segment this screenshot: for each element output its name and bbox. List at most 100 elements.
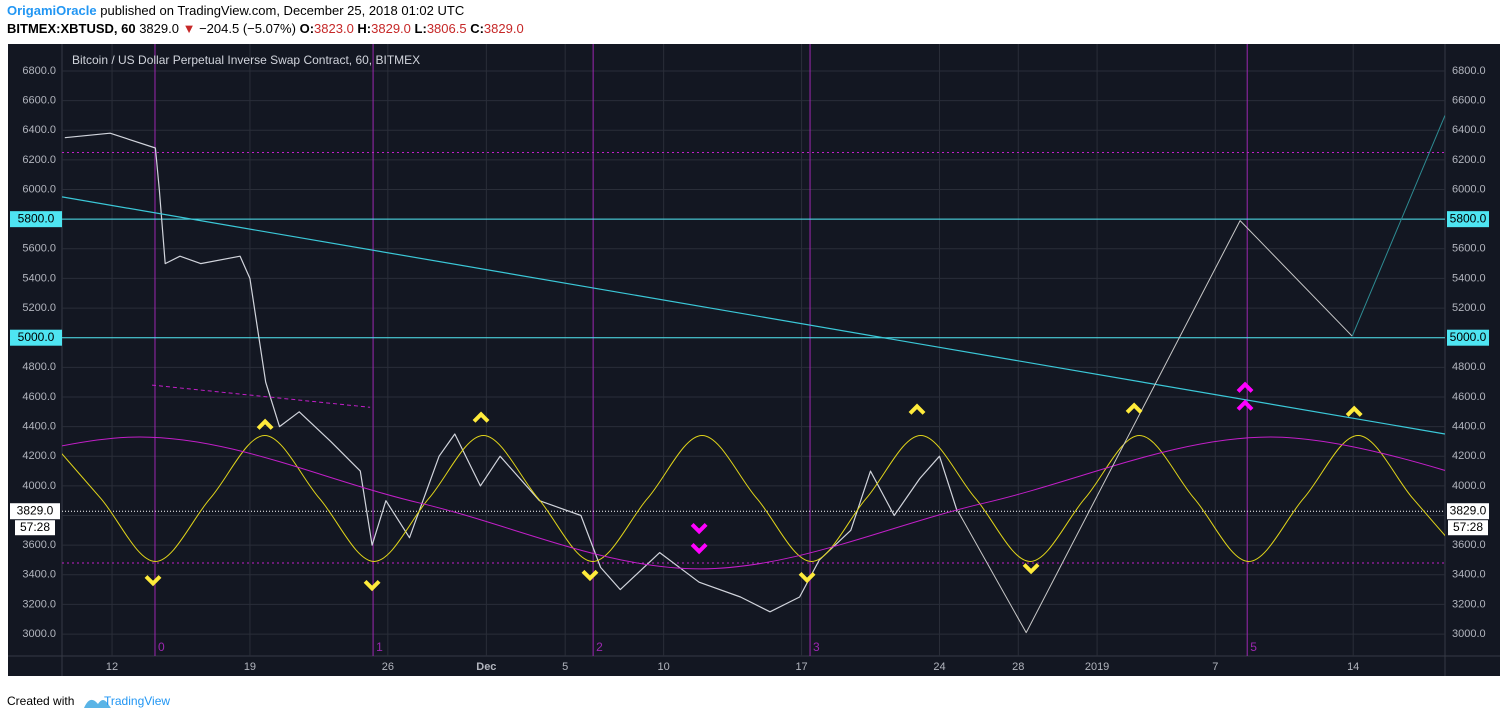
- header-line-2: BITMEX:XBTUSD, 60 3829.0 ▼ −204.5 (−5.07…: [7, 21, 524, 36]
- y-tick-label: 3200.0: [22, 598, 56, 610]
- y-tick-label-right: 6600.0: [1452, 95, 1486, 107]
- chart-bg: [8, 44, 1500, 676]
- level-badge: [10, 329, 62, 346]
- y-tick-label: 5200.0: [22, 302, 56, 314]
- y-tick-label-right: 5600.0: [1452, 243, 1486, 255]
- y-tick-label: 6200.0: [22, 154, 56, 166]
- published: published on TradingView.com, December 2…: [100, 3, 464, 18]
- change: −204.5 (−5.07%): [199, 21, 296, 36]
- countdown-label: 57:28: [1453, 520, 1483, 534]
- countdown-label: 57:28: [20, 520, 50, 534]
- x-tick-label: 28: [1012, 661, 1024, 673]
- chevron-down: [798, 571, 816, 584]
- series-line: [64, 132, 958, 613]
- level-label: 5800.0: [18, 211, 55, 225]
- tv-logo: [84, 699, 111, 708]
- grid: [62, 44, 1445, 656]
- symbol: BITMEX:XBTUSD, 60: [7, 21, 136, 36]
- level-badge: [1447, 211, 1489, 228]
- y-tick-label: 5600.0: [22, 243, 56, 255]
- last-price-label: 3829.0: [1450, 503, 1487, 517]
- last-price-label: 3829.0: [17, 503, 54, 517]
- chevron-up: [1236, 399, 1254, 411]
- y-tick-label: 6600.0: [22, 95, 56, 107]
- level-label: 5800.0: [1450, 211, 1487, 225]
- level-badge: [10, 211, 62, 228]
- ohlc-key: H:: [357, 21, 371, 36]
- chevron-down: [144, 575, 162, 587]
- series-line: [62, 196, 1445, 435]
- ohlc-key: L:: [415, 21, 427, 36]
- y-tick-label-right: 6800.0: [1452, 65, 1486, 77]
- y-tick-label: 3600.0: [22, 539, 56, 551]
- cycle-label: 2: [596, 640, 603, 654]
- y-tick-label: 5400.0: [22, 272, 56, 284]
- y-tick-label-right: 5200.0: [1452, 302, 1486, 314]
- ohlc-value: 3829.0: [371, 21, 411, 36]
- chevron-up: [1345, 405, 1363, 417]
- y-tick-label-right: 5400.0: [1452, 272, 1486, 284]
- x-tick-label: 14: [1347, 661, 1359, 673]
- chevron-up: [256, 418, 274, 430]
- chevron-down: [690, 543, 708, 555]
- y-tick-label-right: 3200.0: [1452, 598, 1486, 610]
- y-tick-label-right: 3000.0: [1452, 628, 1486, 640]
- y-tick-label: 6000.0: [22, 183, 56, 195]
- y-tick-label-right: 4000.0: [1452, 480, 1486, 492]
- y-tick-label-right: 3400.0: [1452, 569, 1486, 581]
- level-badge: [1447, 329, 1489, 346]
- x-tick-label: Dec: [476, 661, 496, 673]
- series-line: [151, 384, 371, 408]
- series-line: [62, 436, 1445, 570]
- cycle-label: 3: [813, 640, 820, 654]
- y-tick-label-right: 6400.0: [1452, 124, 1486, 136]
- last-price-badge: [10, 503, 60, 520]
- cycle-label: 1: [376, 640, 383, 654]
- y-tick-label-right: 4800.0: [1452, 361, 1486, 373]
- footer-brand[interactable]: TradingView: [104, 694, 170, 708]
- plot: 0 1 2 3 5: [62, 44, 1445, 656]
- cycle-label: 0: [158, 640, 165, 654]
- chevron-up: [472, 411, 490, 423]
- header-line-1: OrigamiOracle published on TradingView.c…: [7, 3, 464, 18]
- series-line: [957, 220, 1353, 634]
- x-tick-label: 7: [1212, 661, 1218, 673]
- level-label: 5000.0: [18, 330, 55, 344]
- y-tick-label-right: 4200.0: [1452, 450, 1486, 462]
- x-tick-label: 24: [933, 661, 945, 673]
- y-tick-label-right: 4600.0: [1452, 391, 1486, 403]
- y-tick-label: 3000.0: [22, 628, 56, 640]
- chevron-down: [581, 569, 599, 582]
- y-tick-label: 4200.0: [22, 450, 56, 462]
- x-tick-label: 26: [382, 661, 394, 673]
- last: 3829.0: [139, 21, 179, 36]
- chevron-down: [363, 579, 381, 592]
- author[interactable]: OrigamiOracle: [7, 3, 97, 18]
- ohlc-key: C:: [470, 21, 484, 36]
- y-tick-label: 6800.0: [22, 65, 56, 77]
- ohlc-value: 3829.0: [484, 21, 524, 36]
- y-tick-label-right: 6000.0: [1452, 183, 1486, 195]
- y-tick-label: 6400.0: [22, 124, 56, 136]
- chart-title: Bitcoin / US Dollar Perpetual Inverse Sw…: [72, 53, 420, 67]
- y-tick-label-right: 6200.0: [1452, 154, 1486, 166]
- series-line: [62, 435, 1445, 562]
- last-price-badge: [1447, 503, 1489, 520]
- y-tick-label: 4000.0: [22, 480, 56, 492]
- y-tick-label: 3400.0: [22, 569, 56, 581]
- chevron-up: [1236, 381, 1254, 393]
- ohlc-value: 3806.5: [427, 21, 467, 36]
- ohlc-key: O:: [300, 21, 314, 36]
- y-tick-label-right: 4400.0: [1452, 421, 1486, 433]
- ohlc-value: 3823.0: [314, 21, 354, 36]
- series-line: [1351, 115, 1445, 337]
- x-tick-label: 19: [244, 661, 256, 673]
- chevron-up: [908, 403, 926, 415]
- y-tick-label: 4600.0: [22, 391, 56, 403]
- countdown-badge: [15, 520, 55, 536]
- countdown-badge: [1448, 520, 1488, 536]
- level-label: 5000.0: [1450, 330, 1487, 344]
- cycle-label: 5: [1250, 640, 1257, 654]
